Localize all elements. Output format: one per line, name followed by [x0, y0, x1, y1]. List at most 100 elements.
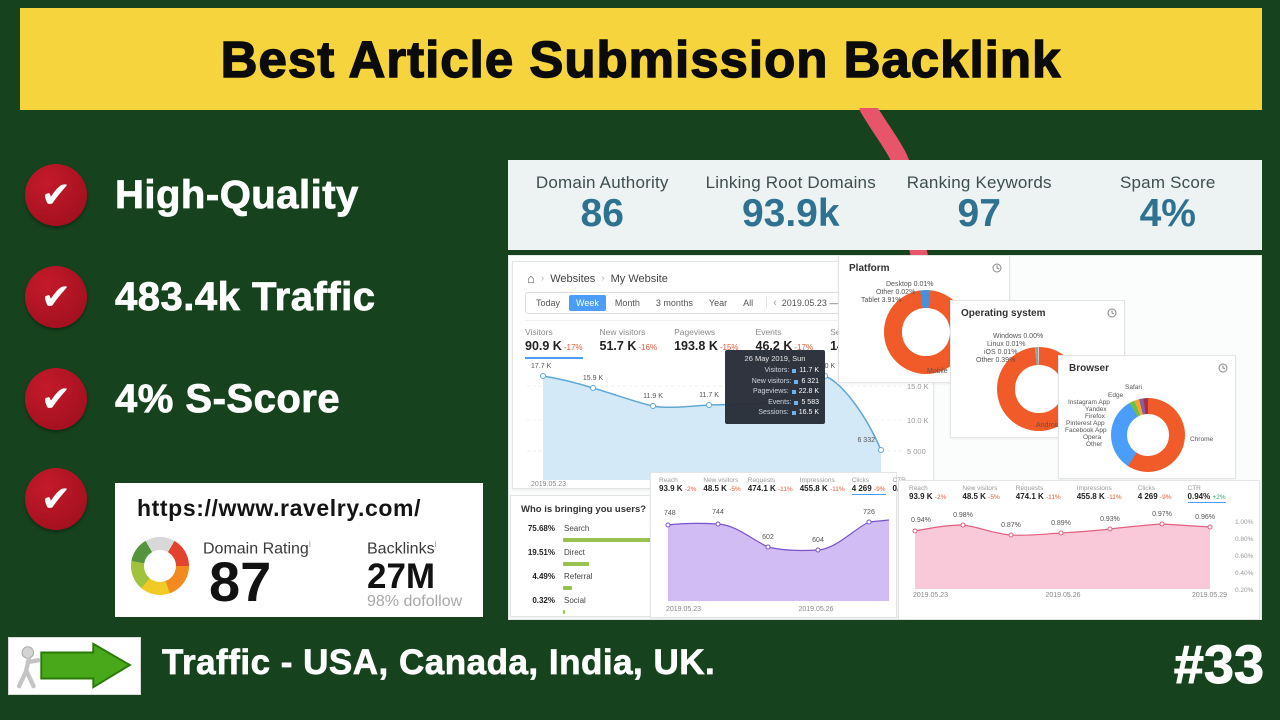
ctr-area-chart: 0.94% 0.98% 0.87% 0.89% 0.93% 0.97% 0.96… [911, 511, 1227, 599]
info-icon: i [434, 539, 437, 549]
ctr-panel: Reach 93.9 K -2% New visitors 48.5 K -5% R… [898, 480, 1260, 620]
source-row-social: 0.32% Social [532, 596, 586, 605]
stat-new-visitors[interactable]: New visitors 48.5 K -5% [962, 485, 1000, 501]
tab-week[interactable]: Week [569, 295, 606, 311]
donut-label: Facebook App [1065, 427, 1107, 434]
history-icon[interactable] [1218, 363, 1228, 373]
stat-events[interactable]: Events 46.2 K -17% [755, 327, 814, 353]
donut-label: Other 0.39% [976, 357, 1016, 364]
source-bar [563, 562, 589, 566]
history-icon[interactable] [1107, 308, 1117, 318]
donut-label: Yandex [1085, 406, 1107, 413]
stat-clicks[interactable]: Clicks 4 269 -9% [1137, 485, 1172, 501]
man-pushing-arrow-icon [16, 642, 132, 689]
tab-all[interactable]: All [743, 298, 754, 308]
chart-point-label: 0.96% [1195, 514, 1215, 521]
stat-pageviews[interactable]: Pageviews 193.8 K -15% [674, 327, 739, 353]
y-axis-tick: 10.0 K [907, 416, 929, 425]
backlinks-label: Backlinksi [367, 539, 437, 558]
traffic-sources-panel: Who is bringing you users? 75.68% Search … [510, 495, 662, 617]
breadcrumb-my-website[interactable]: My Website [610, 272, 668, 285]
x-axis-tick: 2019.05.26 [798, 606, 833, 613]
checklist-item-quality: ✔ High-Quality [25, 163, 359, 227]
reach-stats-row: Reach 93.9 K -2% New visitors 48.5 K -5% R… [659, 477, 938, 495]
stat-reach[interactable]: Reach 93.9 K -2% [909, 485, 947, 501]
source-bar [563, 586, 572, 590]
x-axis-tick: 2019.05.26 [1045, 592, 1080, 599]
donut-label: Instagram App [1068, 399, 1110, 406]
checklist-label: 4% S-Score [115, 376, 341, 421]
x-axis-tick: 2019.05.29 [1192, 592, 1227, 599]
checklist-item-domain: ✔ [25, 467, 87, 531]
browser-panel: Browser Safari Edge Instagram App Yandex… [1058, 355, 1236, 479]
stat-clicks[interactable]: Clicks 4 269 -9% [851, 477, 886, 495]
sources-title: Who is bringing you users? [521, 504, 647, 515]
chart-point-label: 15.9 K [583, 375, 604, 382]
history-icon[interactable] [992, 263, 1002, 273]
stat-impressions[interactable]: Impressions 455.8 K -11% [799, 477, 845, 493]
chart-point-label: 0.93% [1100, 516, 1120, 523]
donut-label: Android [1036, 422, 1061, 429]
x-axis-tick: 2019.05.23 [531, 481, 566, 488]
source-row-direct: 19.51% Direct [527, 548, 585, 557]
stat-new-visitors[interactable]: New visitors 51.7 K -16% [599, 327, 658, 353]
y-axis-tick: 0.40% [1235, 570, 1254, 577]
donut-label: Edge [1108, 392, 1124, 399]
chart-point-label: 602 [762, 534, 774, 541]
metric-linking-root-domains: Linking Root Domains 93.9k [705, 173, 876, 235]
donut-label: Windows 0.00% [993, 333, 1044, 340]
domain-rating-label: Domain Ratingi [203, 539, 311, 558]
checkmark-icon: ✔ [25, 164, 87, 226]
series-swatch [794, 400, 799, 405]
page-title: Best Article Submission Backlink [220, 30, 1062, 88]
domain-url: https://www.ravelry.com/ [137, 495, 422, 521]
donut-label: Other 0.02% [876, 289, 916, 296]
donut-label: Chrome [1190, 436, 1214, 443]
title-banner: Best Article Submission Backlink [20, 8, 1262, 110]
dofollow-note: 98% dofollow [367, 593, 463, 610]
reach-stats-row: Reach 93.9 K -2% New visitors 48.5 K -5% R… [909, 485, 1233, 503]
donut-label: Other [1086, 441, 1103, 448]
chart-tooltip: 26 May 2019, Sun Visitors: 11.7 K New vis… [725, 350, 825, 424]
tab-year[interactable]: Year [708, 298, 728, 308]
donut-label: Mobile [927, 368, 948, 375]
info-icon: i [308, 539, 311, 549]
home-icon[interactable]: ⌂ [527, 271, 535, 286]
source-bar [563, 610, 565, 614]
breadcrumb-websites[interactable]: Websites [550, 272, 596, 285]
tab-3months[interactable]: 3 months [655, 298, 693, 308]
x-axis-tick: 2019.05.23 [913, 592, 948, 599]
checklist-item-traffic: ✔ 483.4k Traffic [25, 265, 376, 329]
prev-date-icon[interactable]: ‹ [773, 297, 777, 309]
stat-requests[interactable]: Requests 474.1 K -11% [747, 477, 793, 493]
stat-new-visitors[interactable]: New visitors 48.5 K -5% [703, 477, 741, 493]
series-swatch [791, 411, 796, 416]
metric-ranking-keywords: Ranking Keywords 97 [906, 173, 1052, 235]
seo-metrics-panel: Domain Authority 86 Linking Root Domains… [508, 160, 1262, 250]
checkmark-icon: ✔ [25, 468, 87, 530]
stat-impressions[interactable]: Impressions 455.8 K -11% [1076, 485, 1122, 501]
tab-month[interactable]: Month [614, 298, 640, 308]
donut-label: Safari [1125, 384, 1142, 391]
checklist-item-sscore: ✔ 4% S-Score [25, 367, 340, 431]
number-badge: #33 [1173, 635, 1264, 696]
breadcrumb: ⌂ › Websites › My Website [527, 271, 668, 286]
chart-point-label: 726 [863, 509, 875, 516]
chart-point-label: 11.7 K [699, 392, 719, 399]
date-range[interactable]: 2019.05.23 — 2019.05.29 [781, 298, 886, 308]
y-axis-tick: 5 000 [907, 447, 926, 456]
stat-reach[interactable]: Reach 93.9 K -2% [659, 477, 697, 493]
stat-requests[interactable]: Requests 474.1 K -11% [1015, 485, 1061, 501]
domain-rating-gauge [131, 537, 189, 595]
checklist-label: High-Quality [115, 172, 359, 217]
clicks-area-chart: 748 744 602 604 726 2019.05.23 2019.05.2… [664, 509, 890, 613]
y-axis-tick: 1.00% [1235, 519, 1254, 526]
source-bar [563, 538, 651, 542]
dashboard-panels: ⌂ › Websites › My Website Today Week Mon… [508, 255, 1262, 620]
chart-point-label: 17.0 K [815, 363, 836, 370]
chart-point-label: 0.94% [911, 517, 931, 524]
tab-today[interactable]: Today [536, 298, 561, 308]
stat-visitors[interactable]: Visitors 90.9 K -17% [525, 327, 583, 359]
checklist-label: 483.4k Traffic [115, 274, 376, 319]
